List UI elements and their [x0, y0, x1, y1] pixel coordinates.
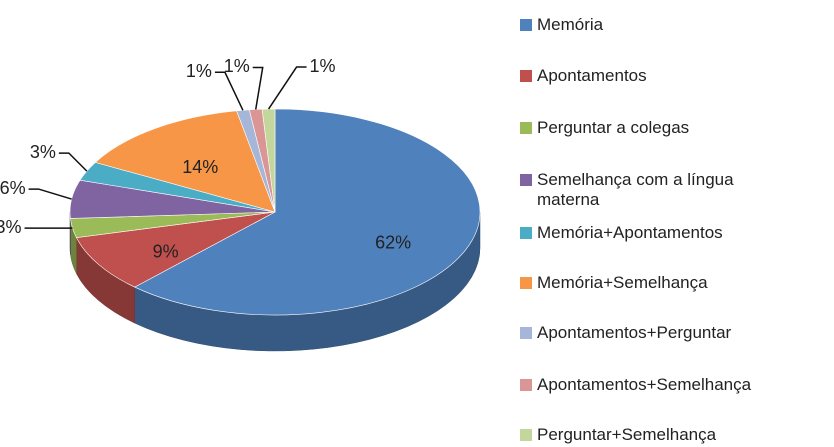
legend-swatch	[520, 19, 532, 31]
legend-entry: Memória+Semelhança	[520, 273, 767, 293]
legend-label: Apontamentos+Semelhança	[537, 375, 752, 394]
pie-slice	[75, 211, 276, 288]
legend-label: Apontamentos	[537, 66, 647, 85]
data-label: 1%	[224, 56, 250, 76]
pie-slice	[94, 110, 276, 213]
legend-entry: Semelhança com a língua materna	[520, 170, 767, 210]
legend-entry: Apontamentos	[520, 66, 767, 86]
legend-swatch	[520, 327, 532, 339]
legend-label: Memória	[537, 15, 604, 34]
legend-entry: Apontamentos+Semelhança	[520, 375, 767, 395]
data-label: 6%	[0, 178, 26, 198]
legend-swatch	[520, 227, 532, 239]
legend-swatch	[520, 174, 532, 186]
legend-entry: Memória+Apontamentos	[520, 223, 767, 243]
data-label: 1%	[186, 61, 212, 81]
leader-line	[28, 188, 72, 200]
data-label: 9%	[153, 241, 179, 261]
leader-line	[214, 71, 244, 111]
leader-line	[58, 152, 88, 172]
leader-line	[252, 66, 264, 110]
data-label: 3%	[0, 217, 22, 237]
data-label: 14%	[182, 157, 218, 177]
legend-swatch	[520, 379, 532, 391]
data-label: 3%	[30, 142, 56, 162]
legend-swatch	[520, 429, 532, 441]
data-label: 62%	[375, 232, 411, 252]
legend-label: Perguntar a colegas	[537, 118, 690, 137]
legend-entry: Apontamentos+Perguntar	[520, 323, 767, 343]
legend-swatch	[520, 122, 532, 134]
legend-swatch	[520, 277, 532, 289]
leader-line	[267, 66, 307, 110]
data-label: 1%	[310, 56, 336, 76]
legend-entry: Perguntar a colegas	[520, 118, 767, 138]
legend-label: Semelhança com a língua materna	[537, 170, 734, 209]
legend-label: Memória+Semelhança	[537, 273, 708, 292]
legend-entry: Perguntar+Semelhança	[520, 425, 767, 445]
legend-label: Apontamentos+Perguntar	[537, 323, 732, 342]
legend-label: Perguntar+Semelhança	[537, 425, 717, 444]
pie-slice	[133, 108, 481, 316]
legend-label: Memória+Apontamentos	[537, 223, 723, 242]
legend-entry: Memória	[520, 15, 767, 35]
legend-swatch	[520, 70, 532, 82]
